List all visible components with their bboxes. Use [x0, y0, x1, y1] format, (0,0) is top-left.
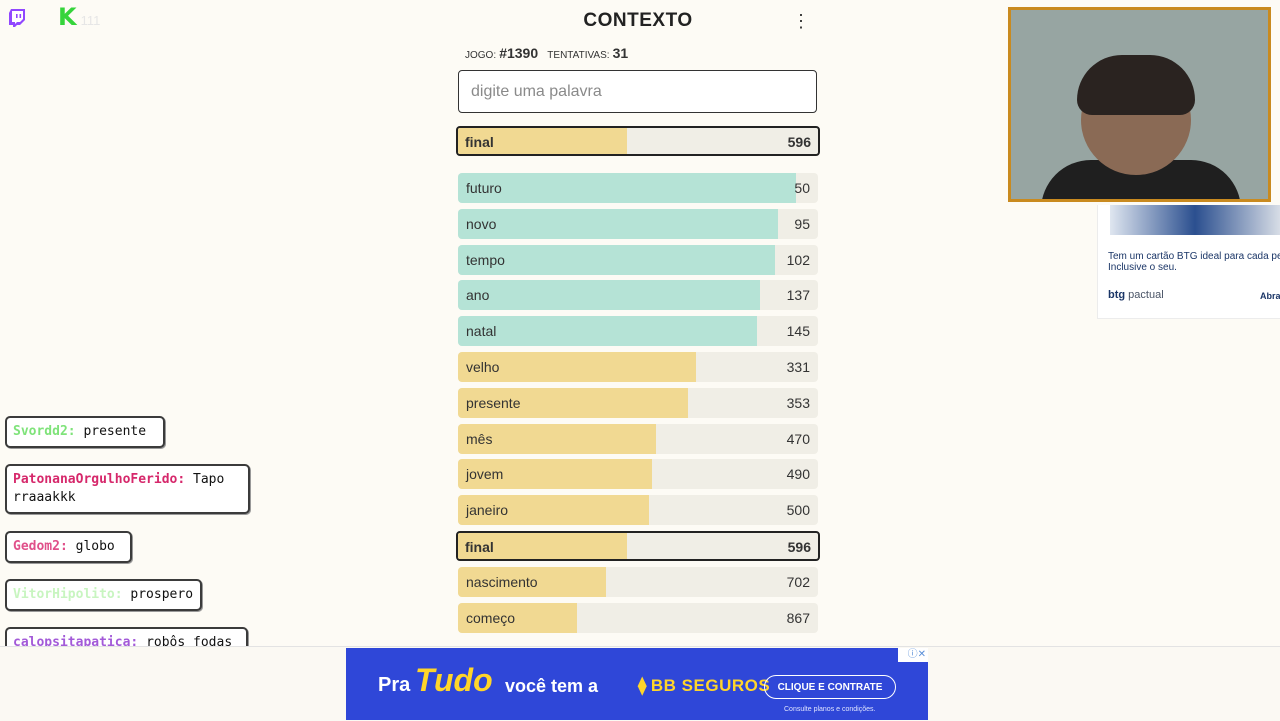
guess-similarity-bar [458, 532, 628, 559]
chat-text: Tapo rraaakkk [13, 472, 225, 505]
guess-row: natal 145 [458, 316, 818, 347]
guess-word: mês [466, 430, 493, 447]
guess-rank: 353 [786, 394, 810, 411]
guess-similarity-bar [458, 602, 577, 633]
guess-rank: 137 [786, 287, 810, 304]
guess-word: tempo [466, 251, 505, 268]
chat-message: Gedom2: globo [5, 531, 132, 563]
guess-row: velho 331 [458, 351, 818, 382]
game-stats: JOGO: #1390 TENTATIVAS: 31 [465, 44, 820, 62]
guess-similarity-bar [458, 387, 689, 418]
guess-rank: 702 [786, 573, 810, 590]
current-guess-row: final 596 [456, 126, 820, 156]
chat-username: PatonanaOrgulhoFerido: [13, 472, 186, 487]
guess-row: começo 867 [458, 602, 818, 633]
bb-seguros-logo: ⧫ BB SEGUROS [638, 676, 771, 695]
guess-row: mês 470 [458, 423, 818, 454]
bottom-ad[interactable]: Pra Tudo você tem a ⧫ BB SEGUROS CLIQUE E… [346, 648, 928, 720]
page-title: CONTEXTO [583, 10, 693, 31]
ad-tudo: Tudo [415, 662, 493, 698]
attempts-label: TENTATIVAS: [547, 50, 610, 61]
chat-message: Svordd2: presente [5, 416, 165, 448]
guess-row: janeiro 500 [458, 495, 818, 526]
guess-similarity-bar [458, 459, 653, 490]
attempts-value: 31 [612, 45, 629, 61]
stream-logos: K 111 [8, 3, 101, 31]
btg-logo: btg pactual [1108, 289, 1164, 301]
guess-word: final [465, 538, 494, 555]
guess-rank: 596 [787, 538, 811, 555]
chat-text: presente [83, 424, 147, 439]
guess-row: final 596 [456, 530, 820, 561]
guess-rank: 145 [786, 323, 810, 340]
header: CONTEXTO ⋮ [456, 0, 820, 44]
current-guess-word: final [465, 134, 494, 150]
side-ad[interactable]: Tem um cartão BTG ideal para cada pe Inc… [1097, 205, 1280, 319]
chat-message: PatonanaOrgulhoFerido: Tapo rraaakkk [5, 464, 250, 514]
side-ad-cta[interactable]: Abra [1260, 291, 1280, 301]
kick-count: 111 [80, 13, 101, 28]
guess-similarity-bar [458, 208, 779, 239]
guess-word: janeiro [466, 502, 509, 519]
guess-row: novo 95 [458, 208, 818, 239]
ad-small-print: Consulte planos e condições. [784, 706, 876, 713]
current-guess-bar [458, 128, 628, 154]
chat-text: globo [75, 539, 115, 554]
guess-rank: 102 [786, 251, 810, 268]
adchoices-icon[interactable]: ⓘ✕ [898, 648, 928, 662]
contexto-game: CONTEXTO ⋮ JOGO: #1390 TENTATIVAS: 31 fi… [456, 0, 820, 638]
chat-username: VitorHipolito: [13, 587, 123, 602]
guess-similarity-bar [458, 351, 696, 382]
bb-logo-icon: ⧫ [638, 676, 647, 695]
guess-row: futuro 50 [458, 173, 818, 203]
word-input[interactable] [458, 70, 817, 113]
guess-word: nascimento [466, 573, 538, 590]
guess-row: ano 137 [458, 280, 818, 311]
game-label: JOGO: [465, 50, 497, 61]
guess-row: presente 353 [458, 387, 818, 418]
guess-word: novo [466, 215, 497, 232]
ad-pra: Pra [378, 674, 411, 696]
current-guess-rank: 596 [787, 134, 811, 150]
guess-word: começo [466, 609, 516, 626]
more-menu-icon[interactable]: ⋮ [792, 11, 810, 31]
guess-word: natal [466, 323, 497, 340]
guess-row: tempo 102 [458, 244, 818, 275]
guess-similarity-bar [458, 244, 775, 275]
guess-rank: 331 [786, 358, 810, 375]
guess-word: velho [466, 358, 500, 375]
game-number: #1390 [499, 45, 539, 61]
guess-similarity-bar [458, 423, 656, 454]
guess-list: futuro 50 novo 95 tempo 102 ano 137 natal 145 velh… [456, 173, 820, 633]
guess-rank: 50 [794, 180, 810, 196]
chat-username: Svordd2: [13, 424, 76, 439]
side-ad-text: Tem um cartão BTG ideal para cada pe Inc… [1108, 251, 1280, 273]
guess-row: jovem 490 [458, 459, 818, 490]
guess-word: futuro [466, 180, 502, 196]
guess-similarity-bar [458, 173, 797, 203]
guess-similarity-bar [458, 280, 761, 311]
ad-voce: você tem a [505, 676, 599, 696]
guess-similarity-bar [458, 316, 757, 347]
guess-rank: 500 [786, 502, 810, 519]
guess-word: jovem [466, 466, 504, 483]
kick-badge: K 111 [58, 3, 101, 31]
guess-word: presente [466, 394, 521, 411]
guess-rank: 95 [794, 215, 810, 232]
guess-rank: 867 [786, 609, 810, 626]
guess-similarity-bar [458, 566, 606, 597]
kick-icon: K [58, 3, 77, 31]
twitch-icon [8, 8, 28, 28]
guess-word: ano [466, 287, 490, 304]
card-image [1110, 205, 1280, 235]
chat-username: Gedom2: [13, 539, 68, 554]
guess-rank: 490 [786, 466, 810, 483]
guess-rank: 470 [786, 430, 810, 447]
webcam-feed [1008, 7, 1271, 202]
guess-row: nascimento 702 [458, 566, 818, 597]
guess-similarity-bar [458, 495, 649, 526]
chat-text: prospero [130, 587, 194, 602]
ad-cta-button[interactable]: CLIQUE E CONTRATE [764, 675, 896, 699]
chat-message: VitorHipolito: prospero [5, 579, 202, 611]
